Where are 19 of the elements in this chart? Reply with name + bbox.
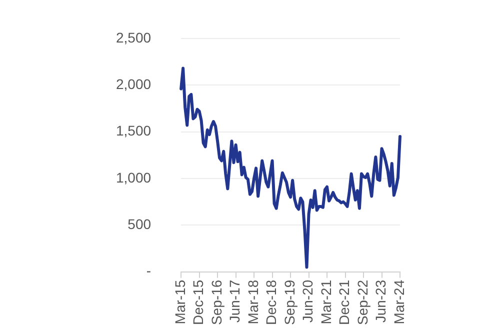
x-tick-label: Jun-17 [226, 280, 243, 323]
x-tick-label: Jun-20 [300, 280, 316, 323]
x-tick-label: Dec-18 [263, 280, 280, 325]
x-tick-label: Dec-15 [190, 280, 206, 325]
x-tick-label: Sep-19 [281, 280, 298, 326]
x-tick-label: Mar-18 [244, 280, 261, 324]
y-tick-label: 1,000 [116, 169, 152, 186]
y-tick-label: - [146, 262, 152, 279]
x-tick-label: Mar-15 [172, 280, 188, 324]
y-tick-label: 2,500 [116, 29, 152, 46]
x-tick-label: Mar-21 [318, 280, 334, 324]
x-tick-label: Mar-24 [390, 280, 407, 324]
x-tick-label: Dec-21 [336, 280, 352, 325]
y-tick-label: 2,000 [116, 76, 152, 92]
x-tick-label: Sep-16 [208, 280, 224, 326]
y-tick-label: 500 [128, 216, 152, 232]
y-tick-label: 1,500 [116, 122, 152, 139]
x-tick-label: Sep-22 [354, 280, 370, 326]
x-tick-label: Jun-23 [372, 280, 389, 323]
